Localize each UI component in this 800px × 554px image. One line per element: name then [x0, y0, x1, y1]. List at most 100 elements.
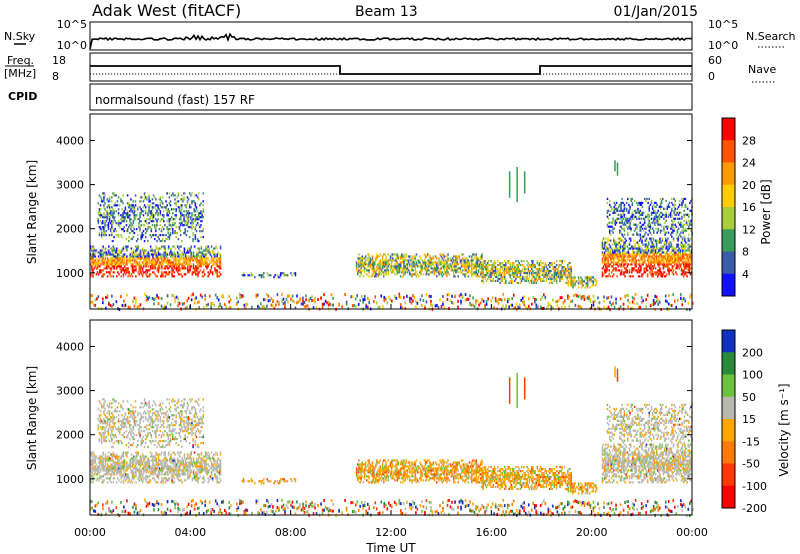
power-cell [674, 213, 676, 216]
power-cell [103, 259, 106, 262]
power-cell [419, 261, 421, 264]
noise-cell [112, 303, 115, 307]
power-cell [420, 257, 422, 260]
power-cell [671, 215, 673, 218]
noise-cell [317, 298, 319, 302]
power-cell [112, 249, 115, 252]
power-cell [424, 267, 427, 270]
power-cell [606, 223, 609, 226]
power-cell [143, 261, 145, 264]
power-cell [390, 261, 393, 264]
power-cell [682, 255, 685, 258]
power-cell [132, 267, 135, 270]
power-cell [150, 212, 153, 215]
power-cell [205, 253, 207, 256]
noise-cell [187, 296, 190, 300]
power-cell [144, 196, 147, 199]
power-cell [190, 253, 192, 256]
power-cell [175, 232, 177, 235]
power-cell [159, 234, 162, 237]
power-cell [92, 245, 94, 248]
power-cell [637, 207, 639, 210]
power-cell [152, 257, 154, 260]
power-cell [654, 251, 657, 254]
power-cell [501, 277, 504, 281]
power-cell [682, 251, 685, 254]
power-cell [158, 237, 161, 241]
power-cell [672, 255, 675, 258]
power-cell [217, 251, 220, 254]
power-cell [474, 265, 476, 268]
power-cell [533, 279, 535, 283]
power-cell [667, 249, 669, 252]
power-cell [406, 259, 409, 262]
power-cell [446, 263, 448, 266]
power-cell [194, 267, 197, 270]
power-cell [175, 263, 178, 266]
power-cell [211, 259, 214, 262]
power-cell [146, 263, 148, 266]
power-cell [385, 261, 387, 264]
power-cell [126, 230, 129, 233]
power-cell [178, 222, 181, 225]
power-cell [390, 263, 393, 266]
power-cell [112, 222, 114, 225]
power-cell [607, 255, 609, 258]
power-cell [111, 259, 113, 262]
power-cell [216, 255, 218, 258]
power-cell [577, 278, 580, 281]
power-cell [139, 257, 142, 260]
power-cell [397, 271, 400, 274]
power-cell [446, 259, 448, 262]
power-cell [664, 231, 666, 234]
power-cell [619, 265, 622, 268]
power-cell [677, 265, 679, 268]
power-cell [131, 204, 133, 207]
power-cell [98, 214, 101, 217]
power-cell [172, 212, 174, 215]
power-cell [411, 275, 413, 278]
noise-cell [424, 306, 426, 310]
power-cell [671, 201, 673, 204]
power-cell [145, 257, 147, 260]
power-cell [605, 241, 607, 244]
power-cell [658, 213, 661, 216]
power-cell [192, 271, 195, 274]
power-cell [472, 263, 474, 266]
power-cell [538, 262, 541, 265]
power-cell [108, 259, 110, 262]
power-cell [515, 269, 517, 273]
power-cell [677, 257, 679, 260]
power-cell [482, 273, 484, 277]
power-cell [485, 264, 488, 267]
power-cell [376, 255, 378, 258]
power-cell [117, 263, 119, 266]
power-cell [637, 209, 639, 212]
power-cell [164, 239, 166, 243]
power-cell [151, 218, 154, 221]
power-cell [505, 262, 507, 265]
noise-cell [383, 295, 386, 299]
power-cell [544, 271, 547, 275]
power-cell [179, 212, 182, 215]
power-cell [456, 267, 458, 270]
power-cell [202, 263, 205, 266]
noise-cell [93, 303, 95, 307]
power-cell [451, 269, 454, 272]
power-cell [144, 257, 146, 260]
power-cell [90, 245, 92, 248]
power-cell [175, 216, 177, 219]
power-cell [167, 232, 170, 235]
power-cell [405, 263, 408, 266]
noise-cell [645, 305, 647, 309]
power-cell [664, 207, 666, 210]
power-cell [516, 267, 518, 271]
power-cell [121, 259, 124, 262]
power-cell [645, 199, 647, 202]
power-cell [106, 214, 109, 217]
velocity-cell [91, 461, 93, 464]
power-cell [687, 253, 690, 256]
power-cell [616, 255, 618, 258]
power-cell [505, 281, 507, 285]
power-cell [654, 205, 656, 208]
